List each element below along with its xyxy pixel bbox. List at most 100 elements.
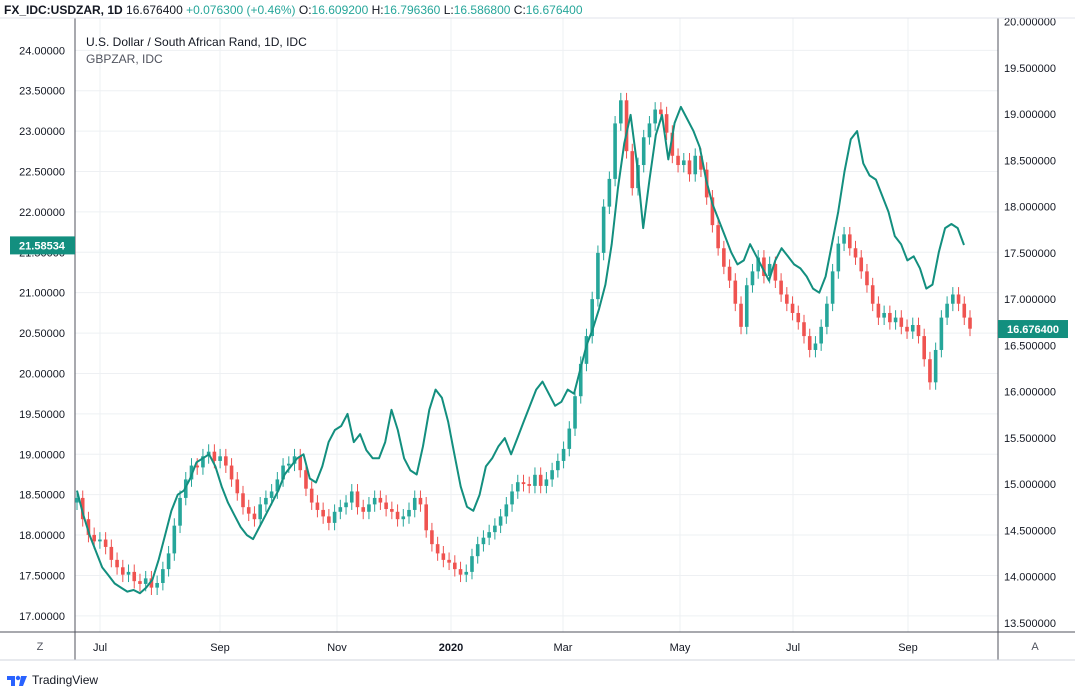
close-label: C:: [513, 3, 526, 17]
candle-body: [601, 206, 606, 253]
candle-body: [836, 243, 841, 272]
candle-body: [338, 507, 343, 512]
candle-body: [556, 460, 560, 471]
candle-body: [767, 263, 772, 276]
candle-body: [733, 280, 738, 304]
candle-body: [859, 257, 864, 272]
candle-body: [647, 123, 652, 138]
high-label: H:: [371, 3, 384, 17]
candle-body: [304, 470, 308, 489]
candle-body: [853, 248, 858, 258]
candle-body: [716, 225, 720, 249]
candle-body: [458, 569, 463, 575]
candle-body: [561, 448, 566, 461]
candle-body: [933, 349, 938, 383]
candle-body: [412, 497, 417, 510]
left-axis-tick-label: 21.00000: [19, 288, 65, 300]
candle-body: [155, 582, 159, 588]
candle-body: [521, 482, 526, 485]
candle-body: [453, 562, 457, 570]
candle-body: [115, 559, 119, 568]
candle-body: [762, 257, 766, 276]
left-axis-tick-label: 18.50000: [19, 490, 65, 502]
candle-body: [785, 294, 789, 304]
x-axis-tick-label: Jul: [93, 642, 107, 654]
right-axis-tick-label: 14.500000: [1004, 525, 1056, 537]
candle-body: [275, 479, 280, 492]
candle-body: [258, 504, 262, 520]
candle-body: [951, 294, 955, 304]
candle-body: [693, 155, 698, 175]
candle-body: [252, 513, 257, 520]
candle-body: [607, 178, 612, 207]
chart-titles: U.S. Dollar / South African Rand, 1D, ID…: [86, 34, 307, 68]
left-axis-tick-label: 17.00000: [19, 611, 65, 623]
candle-body: [939, 317, 944, 350]
candle-body: [435, 544, 440, 554]
tradingview-brand[interactable]: TradingView: [6, 673, 98, 687]
candle-body: [865, 271, 869, 286]
candle-body: [504, 504, 509, 517]
candle-body: [922, 336, 927, 360]
symbol-legend: FX_IDC:USDZAR, 1D 16.676400 +0.076300 (+…: [4, 3, 583, 17]
gbpzar-compare-line: [76, 105, 965, 595]
candle-body: [807, 336, 812, 350]
candle-body: [584, 336, 589, 364]
candle-body: [424, 504, 428, 531]
right-axis-tick-label: 17.500000: [1004, 248, 1056, 260]
candle-body: [727, 266, 732, 281]
candle-body: [842, 234, 846, 244]
x-axis-tick-label: Mar: [554, 642, 573, 654]
candle-body: [527, 484, 532, 486]
candle-body: [475, 544, 480, 557]
candle-body: [750, 271, 755, 286]
candle-body: [361, 507, 366, 512]
x-axis-tick-label: Sep: [898, 642, 918, 654]
right-axis-tick-label: 17.000000: [1004, 294, 1056, 306]
candle-body: [407, 509, 411, 517]
candle-body: [224, 456, 228, 466]
x-axis-tick-label: Nov: [327, 642, 347, 654]
left-axis-tick-label: 23.50000: [19, 86, 65, 98]
candle-body: [384, 502, 388, 510]
high-value: 16.796360: [383, 3, 441, 17]
candle-body: [893, 317, 898, 323]
right-axis-tick-label: 15.000000: [1004, 479, 1056, 491]
candle-body: [195, 465, 200, 468]
candle-body: [538, 474, 543, 486]
candle-body: [699, 155, 703, 170]
candle-body: [710, 197, 715, 226]
candle-body: [882, 312, 886, 318]
left-axis-tick-label: 18.00000: [19, 530, 65, 542]
candle-body: [287, 463, 291, 466]
candle-body: [876, 303, 881, 318]
auto-scale-button[interactable]: A: [1031, 641, 1039, 653]
candle-body: [126, 571, 131, 575]
left-scale-button[interactable]: Z: [36, 641, 44, 653]
tradingview-logo-icon: [7, 675, 27, 686]
candle-body: [178, 497, 182, 526]
candle-body: [309, 488, 314, 503]
right-axis-tick-label: 16.000000: [1004, 387, 1056, 399]
left-axis-tick-label: 22.00000: [19, 207, 65, 219]
right-axis-tick-label: 18.000000: [1004, 202, 1056, 214]
candle-body: [481, 537, 486, 545]
candle-body: [744, 285, 749, 327]
right-last-value-text: 16.676400: [1007, 324, 1059, 336]
candle-body: [945, 303, 949, 318]
candle-body: [664, 114, 669, 133]
candle-body: [928, 359, 932, 383]
candle-body: [681, 160, 686, 166]
candle-body: [315, 502, 320, 510]
candle-body: [80, 497, 85, 520]
left-axis-tick-label: 19.00000: [19, 449, 65, 461]
candle-body: [550, 470, 554, 480]
candle-body: [830, 271, 835, 304]
candle-body: [218, 456, 222, 461]
left-axis-tick-label: 17.50000: [19, 570, 65, 582]
left-last-value-text: 21.58534: [19, 240, 66, 252]
candle-body: [687, 160, 692, 175]
candle-body: [722, 248, 726, 267]
candle-body: [790, 303, 795, 313]
